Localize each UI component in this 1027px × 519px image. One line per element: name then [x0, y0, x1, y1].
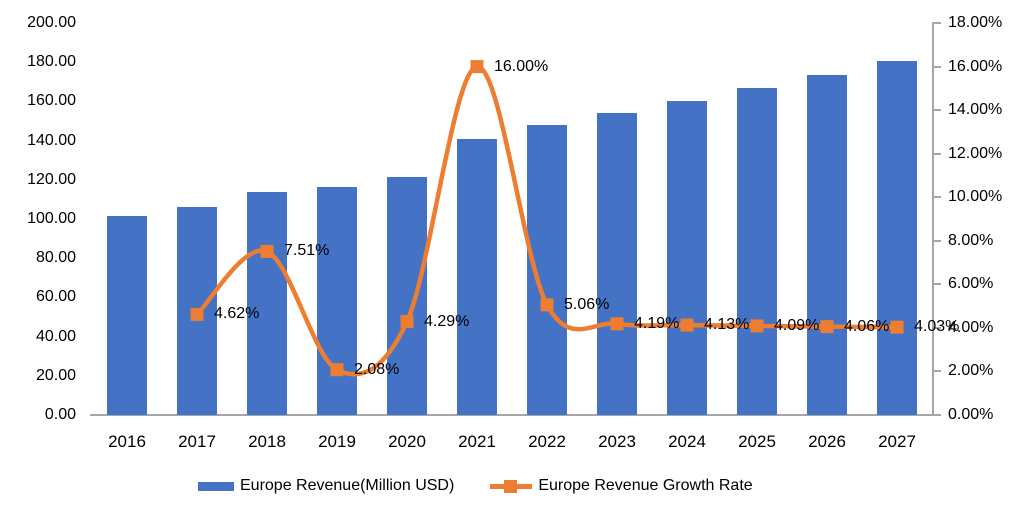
right-axis-tick-mark: [933, 65, 941, 68]
growth-label-2023: 4.19%: [634, 314, 680, 332]
growth-label-2018: 7.51%: [284, 242, 330, 260]
right-axis-tick-mark: [933, 109, 941, 112]
growth-label-2020: 4.29%: [424, 312, 470, 330]
right-axis-tick-mark: [933, 326, 941, 329]
bar-2019: [317, 187, 357, 415]
x-axis-label-2017: 2017: [178, 432, 216, 451]
right-axis-tick-mark: [933, 414, 941, 416]
x-axis-label-2026: 2026: [808, 432, 846, 451]
growth-label-2021: 16.00%: [494, 57, 549, 75]
bar-2016: [107, 216, 147, 415]
bar-2021: [457, 139, 497, 415]
right-axis-tick-label: 8.00%: [948, 231, 994, 249]
x-axis-label-2024: 2024: [668, 432, 706, 451]
legend-item-growth-rate: Europe Revenue Growth Rate: [490, 477, 753, 495]
legend-item-revenue: Europe Revenue(Million USD): [198, 477, 454, 495]
x-axis-label-2021: 2021: [458, 432, 496, 451]
right-axis-tick-label: 6.00%: [948, 275, 994, 293]
left-axis-tick-label: 180.00: [27, 53, 76, 71]
growth-label-2019: 2.08%: [354, 360, 400, 378]
right-axis-tick-mark: [933, 370, 941, 373]
left-axis-tick-label: 200.00: [27, 14, 76, 31]
bar-2025: [737, 87, 777, 415]
bar-2022: [527, 125, 567, 415]
right-axis-tick-mark: [933, 22, 941, 24]
right-axis-tick-label: 18.00%: [948, 14, 1003, 31]
right-axis-tick-label: 0.00%: [948, 406, 994, 423]
x-axis-label-2027: 2027: [878, 432, 916, 451]
x-axis-label-2022: 2022: [528, 432, 566, 451]
left-axis-tick-label: 120.00: [27, 170, 76, 188]
growth-label-2027: 4.03%: [914, 318, 960, 336]
growth-label-2026: 4.06%: [844, 317, 890, 335]
x-axis-line: [90, 414, 934, 416]
left-axis-tick-label: 160.00: [27, 92, 76, 110]
line-series-marker-icon: [504, 479, 518, 493]
right-axis-tick-label: 16.00%: [948, 57, 1003, 75]
x-axis-label-2025: 2025: [738, 432, 776, 451]
bar-2026: [807, 74, 847, 415]
growth-label-2022: 5.06%: [564, 295, 610, 313]
left-axis-tick-label: 60.00: [35, 288, 76, 306]
legend-label-revenue: Europe Revenue(Million USD): [240, 477, 455, 494]
right-axis-tick-label: 14.00%: [948, 101, 1003, 119]
right-axis-tick-label: 12.00%: [948, 144, 1003, 162]
left-axis-tick-label: 80.00: [35, 249, 76, 267]
x-axis-label-2020: 2020: [388, 432, 426, 451]
x-axis-label-2023: 2023: [598, 432, 636, 451]
left-axis-tick-label: 140.00: [27, 131, 76, 149]
right-axis-tick-mark: [933, 283, 941, 286]
legend: Europe Revenue(Million USD) Europe Reven…: [198, 477, 753, 495]
growth-label-2017: 4.62%: [214, 305, 260, 323]
growth-label-2024: 4.13%: [704, 316, 750, 334]
left-axis-tick-label: 0.00: [44, 406, 76, 423]
growth-label-2025: 4.09%: [774, 316, 820, 334]
right-axis-tick-label: 2.00%: [948, 362, 994, 380]
right-axis-tick-mark: [933, 239, 941, 242]
growth-marker-2021: [470, 60, 484, 74]
x-axis-label-2016: 2016: [108, 432, 146, 451]
right-axis-tick-label: 4.00%: [948, 318, 994, 336]
bar-2017: [177, 207, 217, 415]
bar-2027: [877, 60, 917, 415]
legend-label-growth-rate: Europe Revenue Growth Rate: [538, 477, 753, 494]
bar-series-swatch-icon: [198, 481, 234, 491]
left-axis-tick-label: 100.00: [27, 210, 76, 227]
bar-2018: [247, 191, 287, 415]
line-series-swatch-icon: [490, 479, 533, 493]
bar-2023: [597, 113, 637, 415]
bar-2020: [387, 177, 427, 415]
right-axis-tick-mark: [933, 196, 941, 199]
right-axis-tick-mark: [933, 152, 941, 155]
x-axis-label-2018: 2018: [248, 432, 286, 451]
left-axis-tick-label: 40.00: [35, 327, 76, 345]
x-axis-label-2019: 2019: [318, 432, 356, 451]
left-axis-tick-label: 20.00: [35, 366, 76, 384]
bar-2024: [667, 100, 707, 415]
right-axis-tick-label: 10.00%: [948, 188, 1003, 206]
right-y-axis-line: [932, 22, 934, 416]
